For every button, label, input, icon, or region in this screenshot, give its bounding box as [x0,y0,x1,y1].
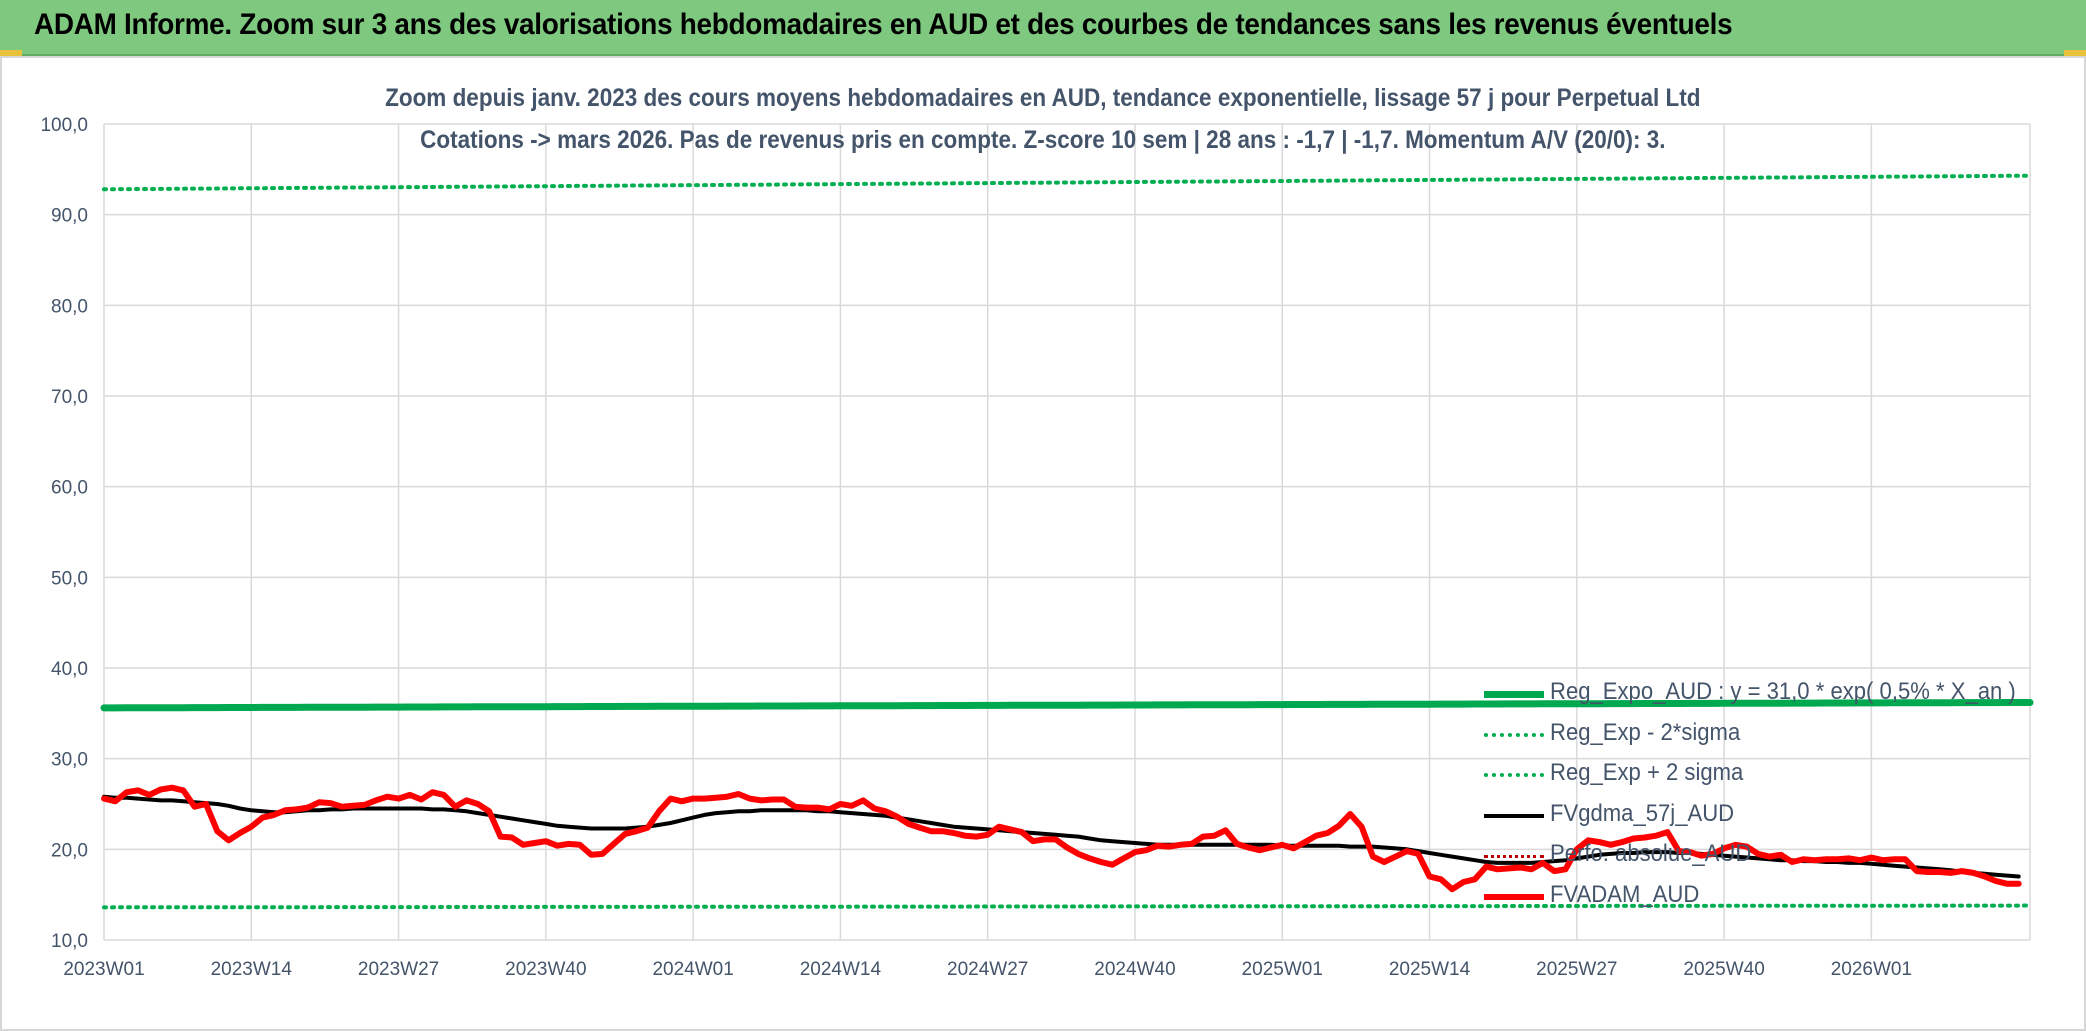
x-tick-label: 2026W01 [1831,959,1912,980]
y-tick-label: 10,0 [51,931,88,952]
legend-label: FVgdma_57j_AUD [1550,799,1735,827]
x-tick-label: 2023W14 [211,959,293,980]
x-tick-label: 2023W01 [63,959,144,980]
chart-title-text: Zoom depuis janv. 2023 des cours moyens … [385,84,1701,112]
legend-swatch [1484,854,1544,858]
report-banner: ADAM Informe. Zoom sur 3 ans des valoris… [0,0,2086,56]
banner-corner-left [0,50,22,56]
chart-title: Zoom depuis janv. 2023 des cours moyens … [0,84,2086,113]
x-tick-label: 2024W01 [652,959,733,980]
y-tick-label: 70,0 [51,387,88,408]
y-tick-label: 80,0 [51,296,88,317]
legend-label: Reg_Exp - 2*sigma [1550,718,1741,746]
chart-subtitle-text: Cotations -> mars 2026. Pas de revenus p… [420,126,1666,154]
legend-item: Reg_Exp - 2*sigma [1484,717,2024,758]
legend-label: Reg_Exp + 2 sigma [1550,759,1744,786]
x-tick-label: 2023W40 [505,959,586,980]
legend-item: Reg_Expo_AUD : y = 31,0 * exp( 0,5% * X_… [1484,676,2024,717]
x-tick-label: 2025W27 [1536,959,1617,980]
chart-frame [0,56,2086,1031]
legend-swatch [1484,893,1544,900]
series-line-reg-expo-aud [100,699,2034,712]
legend-swatch [1484,732,1544,737]
y-tick-label: 30,0 [51,750,88,771]
x-tick-label: 2023W27 [358,959,439,980]
chart-legend: Reg_Expo_AUD : y = 31,0 * exp( 0,5% * X_… [1484,676,2024,919]
y-tick-label: 100,0 [40,115,88,136]
series-line-fvadam-aud [101,784,2022,893]
series-line-reg-exp [102,173,2032,192]
legend-item: Reg_Exp + 2 sigma [1484,757,2024,798]
y-tick-label: 40,0 [51,659,88,680]
legend-swatch [1484,690,1544,698]
y-tick-label: 20,0 [51,840,88,861]
legend-item: FVADAM_AUD [1484,879,2024,920]
series-line-reg-exp [102,903,2032,910]
legend-item: Perfo. absolue_AUD [1484,838,2024,879]
y-tick-label: 60,0 [51,478,88,499]
legend-label: Perfo. absolue_AUD [1550,840,1752,867]
chart-subtitle: Cotations -> mars 2026. Pas de revenus p… [0,126,2086,155]
x-tick-label: 2024W14 [800,959,882,980]
x-tick-label: 2024W40 [1094,959,1175,980]
x-tick-label: 2025W40 [1683,959,1764,980]
legend-label: FVADAM_AUD [1550,880,1700,908]
banner-corner-right [2064,50,2086,56]
x-tick-label: 2025W01 [1242,959,1323,980]
y-tick-label: 90,0 [51,206,88,227]
legend-swatch [1484,813,1544,818]
legend-label: Reg_Expo_AUD : y = 31,0 * exp( 0,5% * X_… [1550,678,2016,705]
y-tick-label: 50,0 [51,568,88,589]
report-title: ADAM Informe. Zoom sur 3 ans des valoris… [34,8,1733,41]
x-tick-label: 2025W14 [1389,959,1471,980]
legend-swatch [1484,773,1544,777]
legend-item: FVgdma_57j_AUD [1484,798,2024,839]
x-tick-label: 2024W27 [947,959,1028,980]
